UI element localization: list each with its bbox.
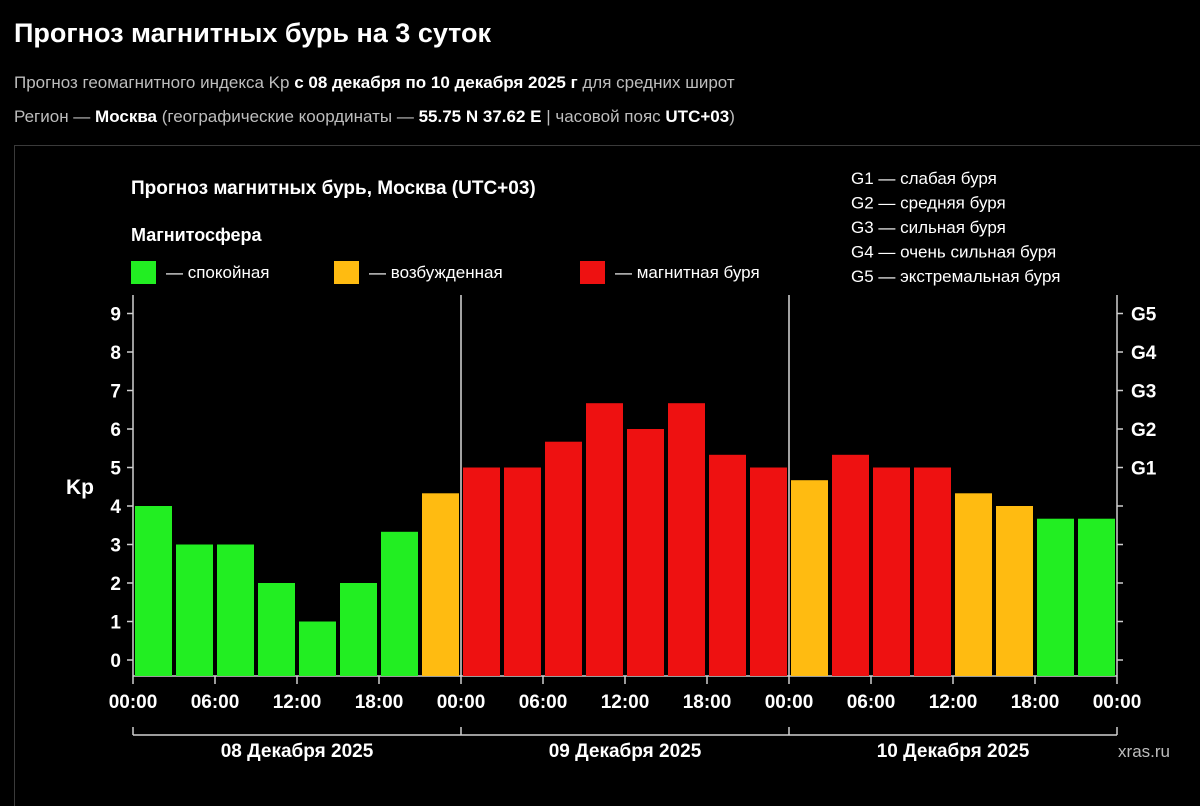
- subtitle-period: Прогноз геомагнитного индекса Kp с 08 де…: [14, 73, 735, 93]
- bar-8: [422, 493, 459, 676]
- bar-3: [217, 544, 254, 676]
- subtitle-period-suffix: для средних широт: [577, 73, 735, 92]
- region-city: Москва: [95, 107, 158, 126]
- xtick-label-10: 06:00: [847, 692, 896, 713]
- legend-label-2: — возбужденная: [369, 263, 503, 282]
- bar-21: [955, 493, 992, 676]
- source-watermark: xras.ru: [1118, 742, 1170, 761]
- xtick-label-9: 00:00: [765, 692, 814, 713]
- bar-19: [873, 467, 910, 676]
- ylabel: Kp: [66, 476, 94, 499]
- region-coords: 55.75 N 37.62 E: [418, 107, 542, 126]
- ytick-label-8: 8: [110, 343, 121, 364]
- g-legend-item-2: G2 — средняя буря: [851, 194, 1006, 213]
- ytick-label-4: 4: [110, 497, 121, 518]
- bar-16: [750, 467, 787, 676]
- legend-swatch-1: [131, 261, 156, 284]
- page-title: Прогноз магнитных бурь на 3 суток: [14, 18, 492, 48]
- xtick-label-4: 18:00: [355, 692, 404, 713]
- bar-4: [258, 583, 295, 676]
- ytick-label-9: 9: [110, 305, 121, 326]
- day-label-2: 09 Декабря 2025: [549, 741, 702, 762]
- ytick-label-7: 7: [110, 382, 121, 403]
- bar-6: [340, 583, 377, 676]
- g-legend-item-3: G3 — сильная буря: [851, 218, 1006, 237]
- g-tick-G1: G1: [1131, 459, 1157, 480]
- ytick-label-2: 2: [110, 574, 121, 595]
- bar-18: [832, 454, 869, 676]
- g-tick-G2: G2: [1131, 420, 1156, 441]
- bar-5: [299, 621, 336, 676]
- bar-2: [176, 544, 213, 676]
- bar-9: [463, 467, 500, 676]
- bar-22: [996, 506, 1033, 676]
- ytick-label-6: 6: [110, 420, 121, 441]
- region-p1: Регион —: [14, 107, 96, 126]
- legend-label-1: — спокойная: [166, 263, 270, 282]
- chart-title: Прогноз магнитных бурь, Москва (UTC+03): [131, 178, 536, 199]
- bar-12: [586, 403, 623, 676]
- xtick-label-3: 12:00: [273, 692, 322, 713]
- bar-10: [504, 467, 541, 676]
- xtick-label-13: 00:00: [1093, 692, 1142, 713]
- region-timezone: UTC+03: [665, 107, 730, 126]
- region-p3: | часовой пояс: [541, 107, 666, 126]
- ytick-label-1: 1: [110, 613, 121, 634]
- bar-11: [545, 441, 582, 676]
- legend-title: Магнитосфера: [131, 225, 263, 245]
- g-scale-legend: G1 — слабая буря G2 — средняя буря G3 — си…: [851, 169, 1060, 286]
- bar-14: [668, 403, 705, 676]
- g-legend-item-5: G5 — экстремальная буря: [851, 267, 1060, 286]
- ytick-label-0: 0: [110, 651, 121, 672]
- bar-20: [914, 467, 951, 676]
- plot-area: 0 1 2 3 4 5 6 7 8 9 Kp G1 G2 G3 G4 G5 00:00 06:00 12:00 18:…: [66, 295, 1157, 762]
- bar-15: [709, 454, 746, 676]
- subtitle-period-dates: с 08 декабря по 10 декабря 2025 г: [294, 73, 578, 92]
- legend-label-3: — магнитная буря: [615, 263, 760, 282]
- xtick-label-2: 06:00: [191, 692, 240, 713]
- bar-23: [1037, 518, 1074, 676]
- bar-17: [791, 480, 828, 676]
- bar-1: [135, 506, 172, 676]
- g-tick-G4: G4: [1131, 343, 1157, 364]
- xtick-label-5: 00:00: [437, 692, 486, 713]
- region-p4: ): [729, 107, 735, 126]
- region-p2: (географические координаты —: [157, 107, 419, 126]
- subtitle-region: Регион — Москва (географические координа…: [14, 107, 735, 127]
- day-label-3: 10 Декабря 2025: [877, 741, 1030, 762]
- chart-panel: [14, 145, 1200, 806]
- xtick-label-1: 00:00: [109, 692, 158, 713]
- xtick-label-6: 06:00: [519, 692, 568, 713]
- g-legend-item-4: G4 — очень сильная буря: [851, 243, 1056, 262]
- bar-7: [381, 531, 418, 676]
- day-label-1: 08 Декабря 2025: [221, 741, 374, 762]
- bar-24: [1078, 518, 1115, 676]
- g-tick-G3: G3: [1131, 382, 1156, 403]
- subtitle-period-prefix: Прогноз геомагнитного индекса Kp: [14, 73, 295, 92]
- xtick-label-11: 12:00: [929, 692, 978, 713]
- xtick-label-12: 18:00: [1011, 692, 1060, 713]
- xtick-label-7: 12:00: [601, 692, 650, 713]
- legend-swatch-3: [580, 261, 605, 284]
- g-legend-item-1: G1 — слабая буря: [851, 169, 997, 188]
- legend: — спокойная — возбужденная — магнитная бур…: [131, 261, 760, 284]
- ytick-label-5: 5: [110, 459, 121, 480]
- g-tick-G5: G5: [1131, 305, 1157, 326]
- bar-13: [627, 429, 664, 676]
- legend-swatch-2: [334, 261, 359, 284]
- ytick-label-3: 3: [110, 536, 121, 557]
- xtick-label-8: 18:00: [683, 692, 732, 713]
